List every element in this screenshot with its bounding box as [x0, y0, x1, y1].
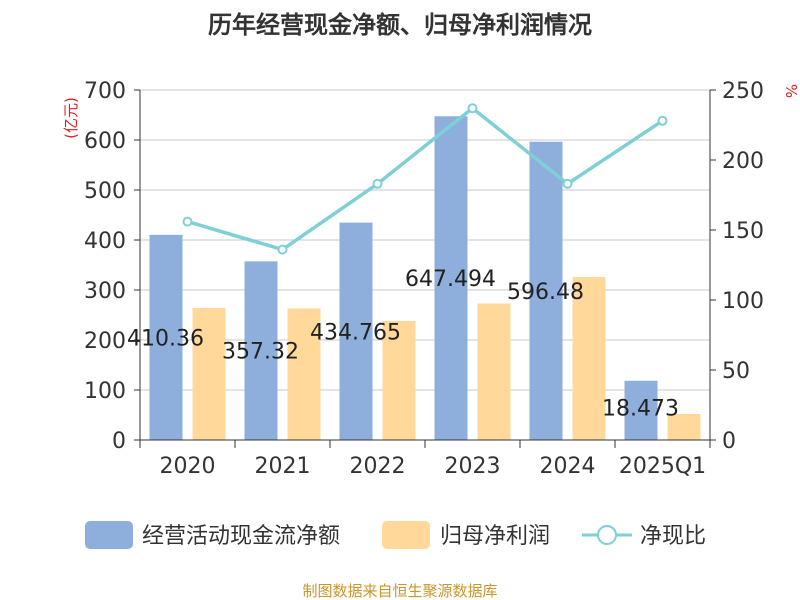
y-left-tick-label: 500: [84, 179, 126, 204]
ratio-line-path: [187, 105, 664, 252]
y-left-tick-label: 300: [84, 279, 126, 304]
ratio-point: [182, 216, 193, 227]
bar-cash-flow: [244, 261, 278, 440]
y-left-tick-label: 600: [84, 129, 126, 154]
y-axis-right-label: %: [782, 84, 800, 98]
y-left-tick-label: 0: [112, 429, 126, 454]
y-left-tick-label: 400: [84, 229, 126, 254]
y-right-tick-label: 250: [722, 79, 764, 104]
ratio-point: [372, 178, 383, 189]
bar-cash-flow: [149, 234, 183, 440]
bar-net-profit: [667, 414, 701, 440]
legend-label-ratio: 净现比: [640, 524, 706, 549]
bars: [149, 116, 701, 441]
bar-net-profit: [572, 277, 606, 440]
bar-net-profit: [477, 303, 511, 440]
axes: 0 100 200 300 400 500 600 700 0 50 100 150 200 250 202…: [84, 79, 764, 479]
data-label-cash-flow: 596.48: [507, 280, 584, 305]
ratio-point: [467, 103, 478, 114]
y-left-tick-label: 100: [84, 379, 126, 404]
bar-cash-flow: [624, 380, 658, 440]
data-label-cash-flow: 410.36: [127, 326, 204, 351]
ratio-point: [277, 244, 288, 255]
y-left-tick-label: 700: [84, 79, 126, 104]
data-label-cash-flow: 18.473: [602, 397, 679, 422]
y-axis-left-label: (亿元): [62, 97, 80, 139]
x-tick-label: 2025Q1: [619, 454, 706, 479]
x-tick-label: 2021: [255, 454, 311, 479]
x-tick-label: 2022: [350, 454, 406, 479]
source-footer: 制图数据来自恒生聚源数据库: [302, 582, 497, 600]
legend-swatch-net-profit: [382, 521, 430, 549]
data-label-cash-flow: 647.494: [405, 267, 496, 292]
bar-net-profit: [287, 308, 321, 440]
bar-cash-flow: [339, 222, 373, 440]
ratio-line: [182, 103, 668, 255]
ratio-point: [657, 115, 668, 126]
x-tick-label: 2024: [540, 454, 596, 479]
bar-cash-flow: [434, 116, 468, 441]
y-right-tick-label: 100: [722, 289, 764, 314]
y-right-tick-label: 0: [722, 429, 736, 454]
chart-title: 历年经营现金净额、归母净利润情况: [208, 11, 592, 39]
data-label-cash-flow: 357.32: [222, 340, 299, 365]
y-right-tick-label: 150: [722, 219, 764, 244]
y-right-tick-label: 50: [722, 359, 750, 384]
data-label-cash-flow: 434.765: [310, 320, 401, 345]
legend: 经营活动现金流净额 归母净利润 净现比: [85, 521, 706, 549]
y-right-tick-label: 200: [722, 149, 764, 174]
bar-net-profit: [382, 321, 416, 440]
x-tick-label: 2020: [160, 454, 216, 479]
legend-label-net-profit: 归母净利润: [440, 524, 550, 549]
data-labels: 410.36 357.32 434.765 647.494 596.48 18.473: [127, 267, 679, 421]
ratio-point: [562, 178, 573, 189]
legend-label-cash-flow: 经营活动现金流净额: [142, 524, 340, 549]
legend-swatch-cash-flow: [85, 521, 133, 549]
legend-marker-ratio: [597, 525, 617, 545]
grid: [140, 89, 710, 391]
x-tick-label: 2023: [445, 454, 501, 479]
y-left-tick-label: 200: [84, 329, 126, 354]
bar-cash-flow: [529, 141, 563, 440]
bar-net-profit: [192, 308, 226, 440]
